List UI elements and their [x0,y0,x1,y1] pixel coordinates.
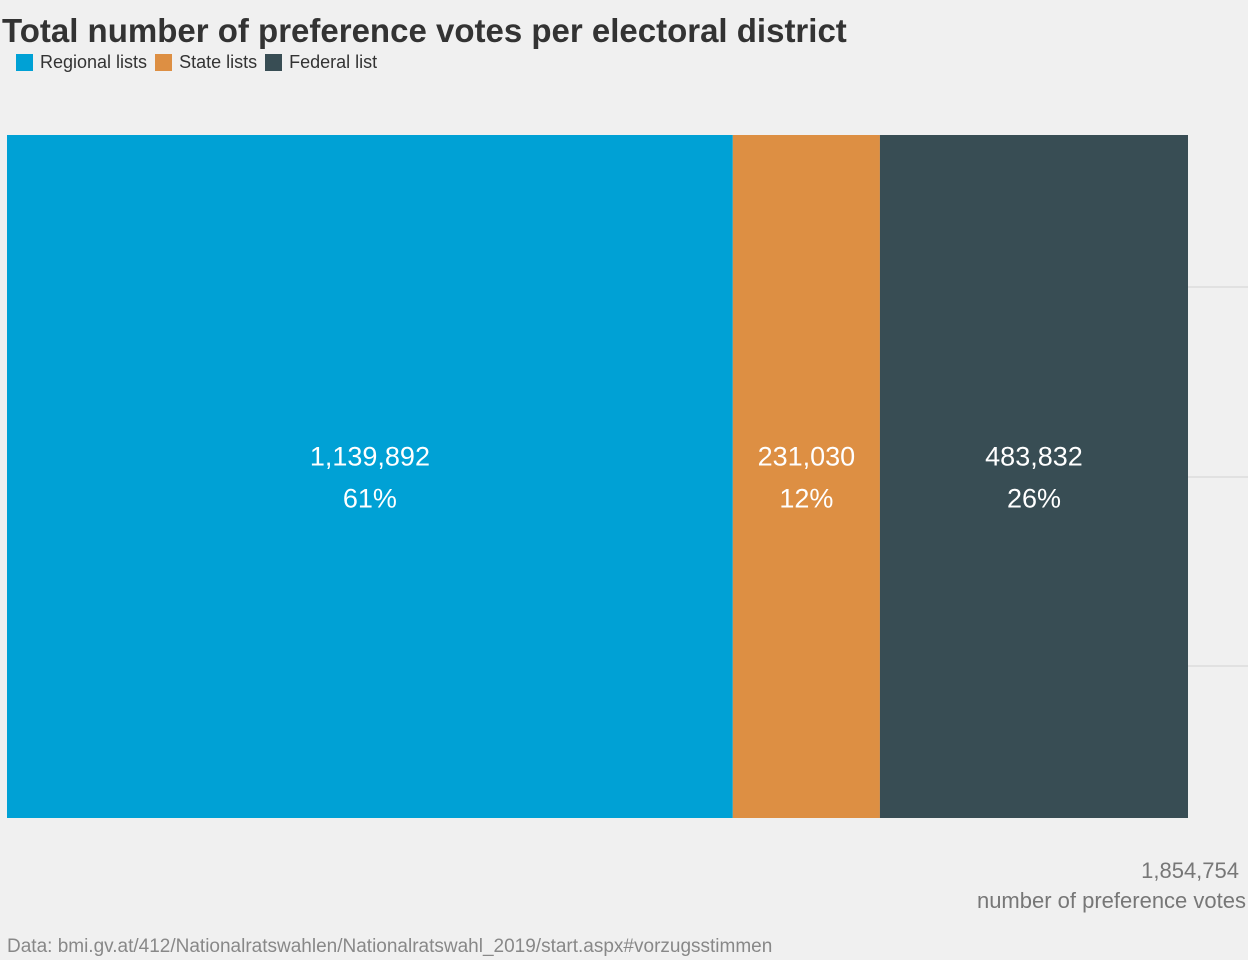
legend-swatch-state-lists [155,54,173,71]
legend-swatch-regional-lists [16,54,33,71]
value-label-regional-lists: 1,139,892 [310,442,430,472]
value-label-federal-list: 483,832 [985,442,1083,472]
percent-label-regional-lists: 61% [343,484,397,514]
percent-label-state-lists: 12% [779,484,833,514]
x-axis-label: number of preference votes [976,888,1246,913]
legend-item-federal-list: Federal list [265,52,377,73]
bar-segment-regional-lists [7,135,733,818]
legend-item-state-lists: State lists [155,52,257,73]
data-source-note: Data: bmi.gv.at/412/Nationalratswahlen/N… [7,936,773,957]
axis-total-label: 1,854,754 [1141,858,1239,883]
percent-label-federal-list: 26% [1007,484,1061,514]
legend-label-regional-lists: Regional lists [40,52,148,72]
value-label-state-lists: 231,030 [758,442,856,472]
legend: Regional lists State lists Federal list [16,52,385,73]
legend-item-regional-lists: Regional lists [16,52,147,73]
bar-segment-state-lists [732,135,880,818]
legend-label-federal-list: Federal list [289,52,378,72]
bar-segment-federal-list [879,135,1188,818]
legend-label-state-lists: State lists [179,52,258,72]
legend-swatch-federal-list [265,54,283,71]
chart-title: Total number of preference votes per ele… [2,12,847,49]
